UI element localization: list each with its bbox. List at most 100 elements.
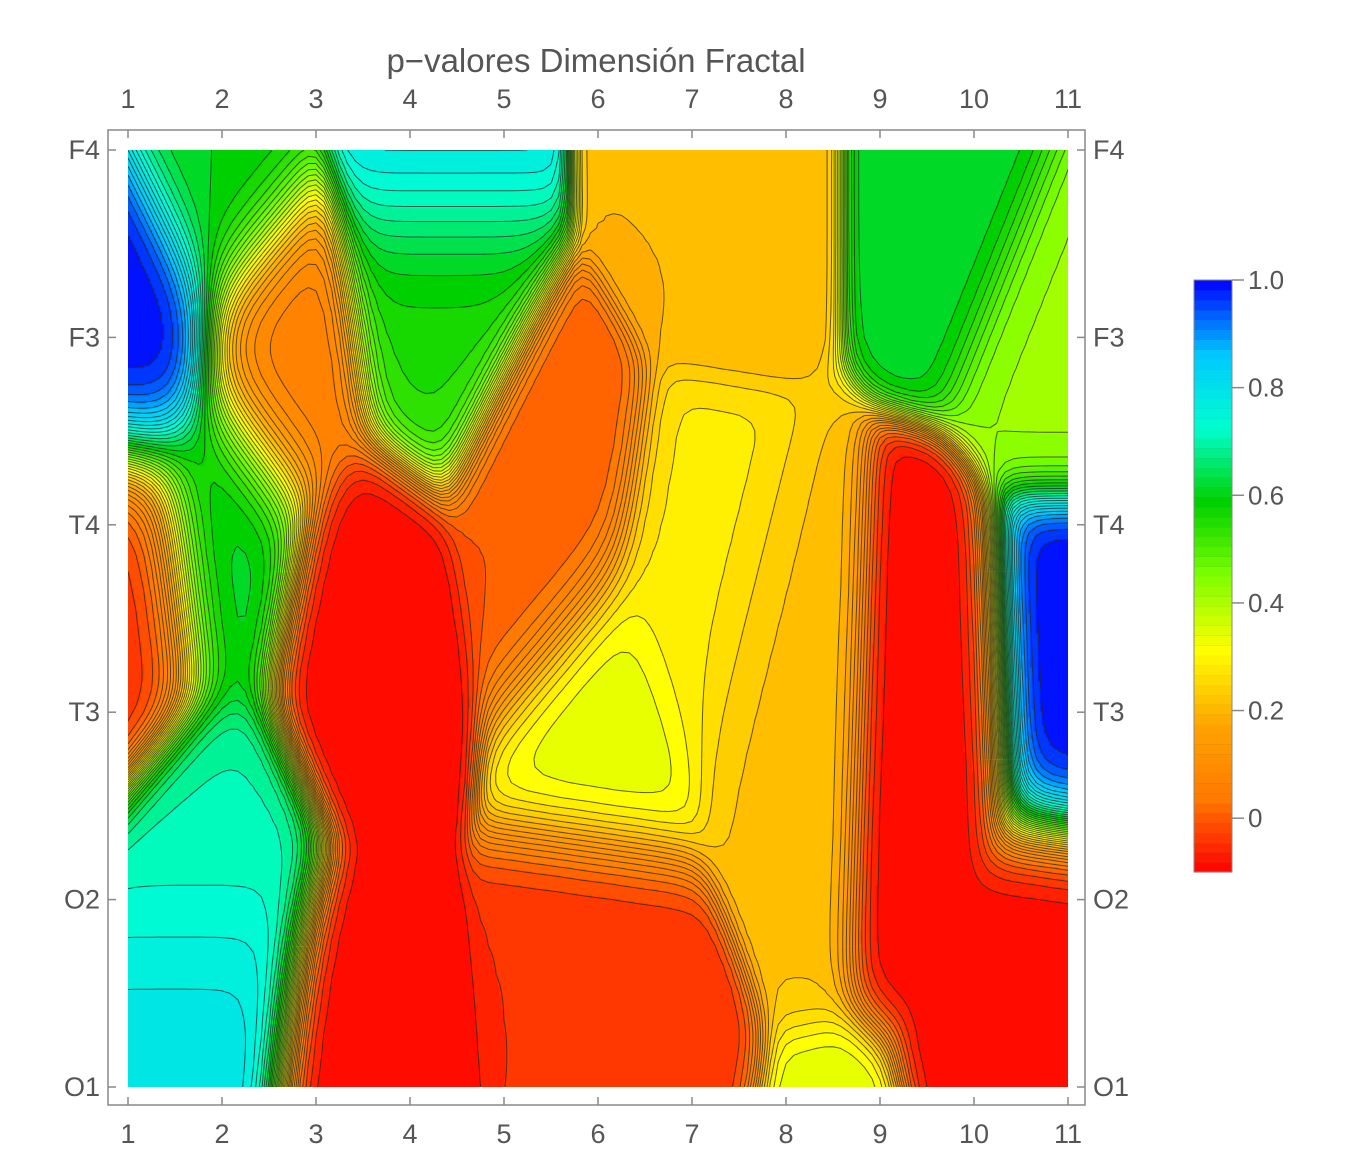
- contour-line: [128, 263, 1068, 1087]
- colorbar-swatch: [1194, 536, 1232, 547]
- colorbar-tick-label: 0.2: [1248, 696, 1284, 726]
- colorbar-swatch: [1194, 309, 1232, 321]
- colorbar-swatch: [1194, 299, 1232, 311]
- contour-line: [128, 150, 1068, 1087]
- contour-line: [128, 150, 1068, 1087]
- y-tick-label-left: F4: [68, 135, 100, 165]
- colorbar-swatch: [1194, 743, 1232, 755]
- colorbar-swatch: [1194, 585, 1232, 597]
- x-tick-label-top: 4: [402, 84, 417, 114]
- y-tick-label-right: F3: [1093, 322, 1125, 352]
- x-tick-label-top: 6: [590, 84, 605, 114]
- colorbar-swatch: [1194, 714, 1232, 725]
- colorbar-swatch: [1194, 684, 1232, 695]
- contour-line: [298, 446, 1068, 1087]
- colorbar-frame: [1193, 279, 1233, 873]
- colorbar-swatch: [1194, 694, 1232, 705]
- colorbar-swatch: [1194, 664, 1232, 676]
- contour-line: [128, 150, 1068, 1087]
- contour-line: [128, 436, 1068, 1087]
- contour-lines: [128, 150, 1068, 1087]
- colorbar-swatch: [1194, 457, 1232, 469]
- x-tick-label-bottom: 4: [402, 1119, 417, 1149]
- y-tick-label-right: O2: [1093, 885, 1129, 915]
- colorbar-swatch: [1194, 280, 1232, 291]
- colorbar-swatch: [1194, 812, 1232, 824]
- colorbar-swatch: [1194, 556, 1232, 567]
- colorbar-swatch: [1194, 378, 1232, 390]
- x-tick-label-bottom: 5: [496, 1119, 511, 1149]
- colorbar-swatch: [1194, 546, 1232, 557]
- x-tick-label-bottom: 3: [308, 1119, 323, 1149]
- chart-title: p−valores Dimensión Fractal: [386, 42, 805, 79]
- colorbar-swatch: [1194, 625, 1232, 636]
- contour-line: [128, 196, 1068, 779]
- x-tick-label-top: 5: [496, 84, 511, 114]
- colorbar-swatch: [1194, 516, 1232, 528]
- y-tick-label-right: F4: [1093, 135, 1125, 165]
- colorbar-swatch: [1194, 477, 1232, 488]
- contour-line: [128, 150, 1068, 1087]
- colorbar-swatch: [1194, 329, 1232, 340]
- contour-line: [128, 150, 1068, 1087]
- x-tick-label-top: 11: [1054, 84, 1082, 114]
- colorbar-swatch: [1194, 447, 1232, 459]
- colorbar-swatch: [1194, 654, 1232, 666]
- y-tick-label-left: O1: [64, 1072, 100, 1102]
- colorbar-swatch: [1194, 615, 1232, 626]
- colorbar-tick-label: 0.8: [1248, 373, 1284, 403]
- x-tick-label-bottom: 1: [120, 1119, 135, 1149]
- colorbar-swatch: [1194, 497, 1232, 508]
- y-tick-label-left: T4: [68, 510, 100, 540]
- contour-line: [128, 235, 1068, 755]
- contour-line: [128, 150, 1068, 1087]
- contour-line: [128, 298, 1068, 1087]
- x-tick-label-bottom: 8: [778, 1119, 793, 1149]
- colorbar-swatch: [1194, 645, 1232, 656]
- contour-line: [128, 211, 1068, 770]
- x-tick-label-bottom: 11: [1054, 1119, 1082, 1149]
- contour-line: [128, 249, 1068, 1087]
- contour-line: [128, 150, 1068, 1087]
- colorbar-swatch: [1194, 437, 1232, 449]
- x-tick-label-top: 1: [120, 84, 135, 114]
- colorbar-swatch: [1194, 862, 1232, 873]
- y-tick-label-right: T3: [1093, 697, 1125, 727]
- contour-line: [305, 456, 1068, 1087]
- colorbar-tick-label: 1.0: [1248, 265, 1284, 295]
- colorbar-swatch: [1194, 339, 1232, 350]
- colorbar-swatch: [1194, 704, 1232, 715]
- colorbar-swatch: [1194, 398, 1232, 409]
- x-tick-label-top: 8: [778, 84, 793, 114]
- colorbar-swatch: [1194, 842, 1232, 853]
- x-tick-label-bottom: 10: [959, 1119, 989, 1149]
- colorbar-swatch: [1194, 576, 1232, 587]
- colorbar-swatch: [1194, 289, 1232, 301]
- colorbar-swatch: [1194, 319, 1232, 330]
- contour-line: [128, 150, 1068, 1087]
- contour-line: [128, 184, 1068, 785]
- x-tick-label-bottom: 2: [214, 1119, 229, 1149]
- colorbar-swatch: [1194, 822, 1232, 834]
- colorbar-swatch: [1194, 793, 1232, 804]
- contour-line: [128, 150, 1068, 1087]
- contour-line: [128, 276, 1068, 1087]
- contour-line: [128, 150, 1068, 1087]
- contour-line: [128, 150, 1068, 1087]
- x-tick-label-bottom: 9: [872, 1119, 887, 1149]
- colorbar-swatch: [1194, 605, 1232, 617]
- colorbar-swatch: [1194, 802, 1232, 814]
- contour-line: [128, 229, 1068, 1087]
- contour-line: [128, 150, 1068, 1087]
- y-tick-label-left: T3: [68, 697, 100, 727]
- x-tick-label-top: 7: [684, 84, 699, 114]
- colorbar-swatch: [1194, 358, 1232, 370]
- contour-line: [128, 150, 1068, 1087]
- contour-line: [128, 165, 1068, 794]
- contour-line: [128, 150, 1068, 1087]
- y-tick-label-left: F3: [68, 322, 100, 352]
- colorbar-swatch: [1194, 487, 1232, 498]
- colorbar-swatch: [1194, 408, 1232, 419]
- colorbar-tick-label: 0: [1248, 803, 1262, 833]
